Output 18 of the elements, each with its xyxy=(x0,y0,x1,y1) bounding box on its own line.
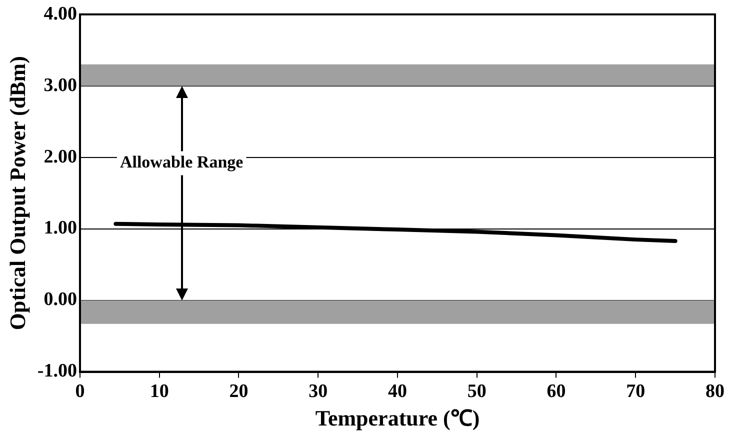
x-tick-label: 50 xyxy=(467,381,486,402)
y-tick-label: 3.00 xyxy=(44,74,77,96)
y-tick-label: 4.00 xyxy=(44,3,77,24)
x-tick-label: 0 xyxy=(75,381,85,402)
x-tick-label: 40 xyxy=(388,381,407,402)
x-tick-label: 80 xyxy=(706,381,724,402)
x-axis-title: Temperature (℃) xyxy=(315,405,480,430)
x-tick-label: 20 xyxy=(229,381,248,402)
x-tick-label: 10 xyxy=(150,381,169,402)
annotation: Allowable Range xyxy=(120,152,244,172)
x-tick-label: 30 xyxy=(308,381,328,402)
x-tick-label: 70 xyxy=(626,381,646,402)
y-tick-label: -1.00 xyxy=(37,360,77,382)
y-tick-label: 0.00 xyxy=(44,289,77,310)
y-tick-label: 2.00 xyxy=(44,146,77,168)
y-axis-title: Optical Output Power (dBm) xyxy=(4,56,30,330)
y-tick-label: 1.00 xyxy=(44,218,77,239)
x-tick-label: 60 xyxy=(546,381,566,402)
